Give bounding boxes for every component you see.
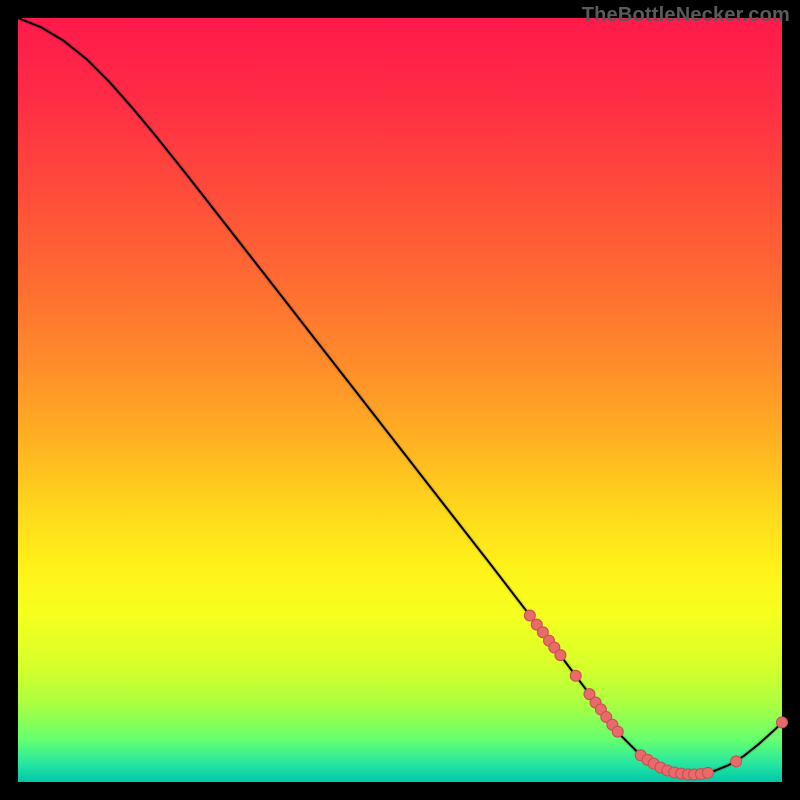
curve-marker — [612, 726, 623, 737]
curve-marker — [555, 650, 566, 661]
curve-marker — [524, 610, 535, 621]
chart-stage: TheBottleNecker.com — [0, 0, 800, 800]
curve-marker — [702, 767, 713, 778]
watermark-text: TheBottleNecker.com — [582, 4, 790, 27]
curve-marker — [777, 717, 788, 728]
curve-marker — [570, 670, 581, 681]
bottleneck-curve-plot — [0, 0, 800, 800]
curve-marker — [731, 756, 742, 767]
plot-background — [18, 18, 782, 782]
